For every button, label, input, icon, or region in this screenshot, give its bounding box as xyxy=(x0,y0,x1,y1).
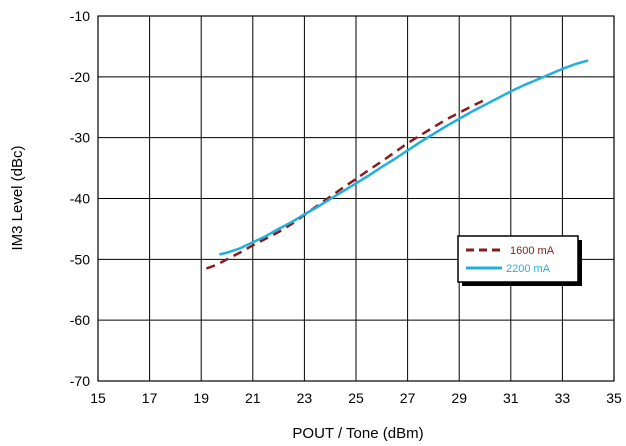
y-tick-label: -70 xyxy=(70,373,90,389)
x-tick-label: 23 xyxy=(297,390,313,406)
x-tick-label: 27 xyxy=(400,390,416,406)
y-axis-title: IM3 Level (dBc) xyxy=(9,145,26,250)
x-tick-label: 33 xyxy=(555,390,571,406)
x-tick-label: 19 xyxy=(193,390,209,406)
y-tick-label: -60 xyxy=(70,312,90,328)
x-tick-label: 15 xyxy=(90,390,106,406)
legend-label-2200ma: 2200 mA xyxy=(506,263,551,275)
plot-area-frame xyxy=(97,15,615,382)
series-layer xyxy=(205,59,589,270)
x-tick-label: 21 xyxy=(245,390,261,406)
legend-label-1600ma: 1600 mA xyxy=(510,245,555,257)
x-tick-label: 31 xyxy=(503,390,519,406)
series-line-1600ma xyxy=(205,98,486,270)
y-tick-label: -30 xyxy=(70,130,90,146)
grid xyxy=(97,15,615,382)
y-tick-label: -40 xyxy=(70,191,90,207)
x-axis-ticks: 15 17 19 21 23 25 27 29 31 33 35 xyxy=(90,390,622,406)
y-tick-label: -20 xyxy=(70,69,90,85)
y-tick-label: -50 xyxy=(70,251,90,267)
x-tick-label: 29 xyxy=(451,390,467,406)
legend: 1600 mA 2200 mA xyxy=(457,235,582,286)
x-tick-label: 17 xyxy=(142,390,158,406)
y-axis-ticks: -70 -60 -50 -40 -30 -20 -10 xyxy=(70,8,90,389)
series-line-2200ma xyxy=(219,59,589,256)
y-tick-label: -10 xyxy=(70,8,90,24)
x-tick-label: 35 xyxy=(606,390,622,406)
x-axis-title: POUT / Tone (dBm) xyxy=(292,425,423,442)
x-tick-label: 25 xyxy=(348,390,364,406)
legend-box xyxy=(457,235,579,283)
